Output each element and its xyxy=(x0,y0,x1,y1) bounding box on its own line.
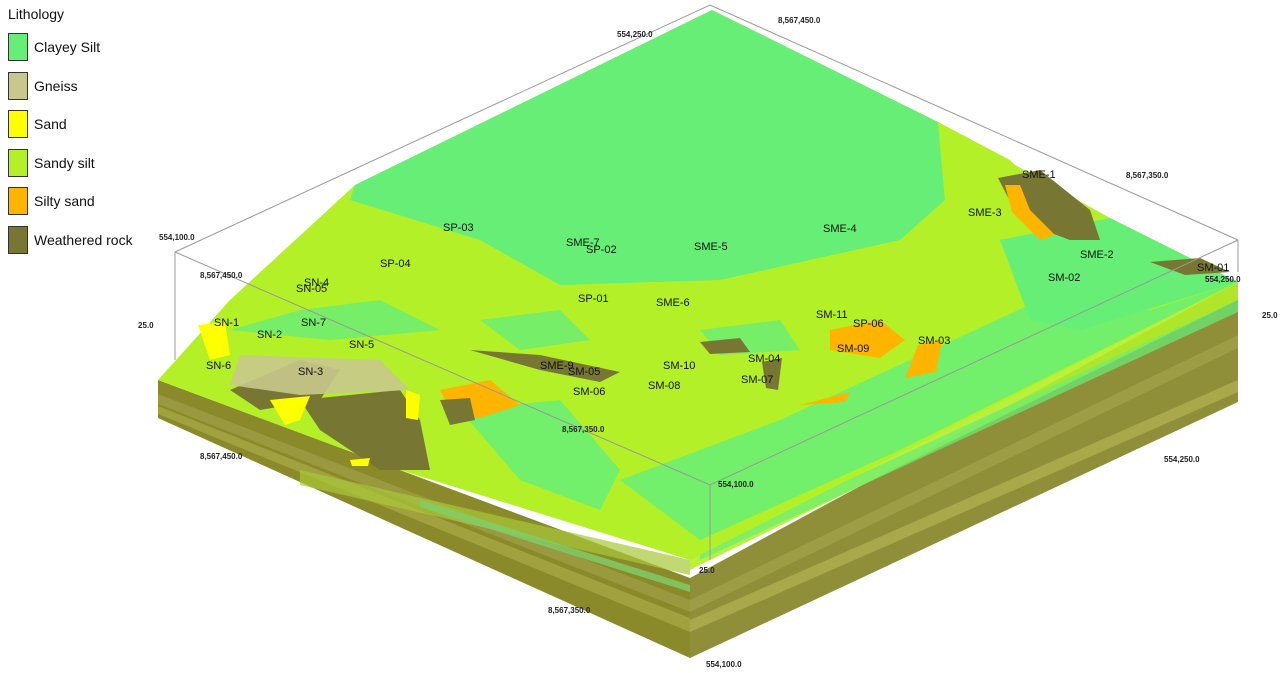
legend-item-silty-sand: Silty sand xyxy=(8,182,158,221)
legend: Lithology Clayey Silt Gneiss Sand Sandy … xyxy=(8,6,158,259)
legend-item-gneiss: Gneiss xyxy=(8,67,158,106)
axis-label: 8,567,350.0 xyxy=(548,606,591,615)
well-labels: SME-1 SME-3 SME-2 SM-01 SM-02 SME-4 SME-… xyxy=(206,169,1229,398)
well-label: SME-3 xyxy=(968,207,1002,219)
well-label: SN-4 xyxy=(304,277,329,289)
legend-item-sand: Sand xyxy=(8,105,158,144)
axis-label: 554,100.0 xyxy=(159,233,195,242)
well-label: SM-04 xyxy=(748,353,780,365)
legend-label: Weathered rock xyxy=(34,231,133,248)
axis-labels: 8,567,450.0 554,250.0 8,567,350.0 554,10… xyxy=(138,16,1278,669)
well-label: SN-5 xyxy=(349,339,374,351)
axis-label: 8,567,450.0 xyxy=(200,271,243,280)
well-label: SP-06 xyxy=(853,318,884,330)
well-label: SM-08 xyxy=(648,380,680,392)
axis-label: 554,100.0 xyxy=(706,660,742,669)
well-label: SM-02 xyxy=(1048,272,1080,284)
well-label: SP-01 xyxy=(578,293,609,305)
well-label: SM-05 xyxy=(568,366,600,378)
well-label: SME-2 xyxy=(1080,249,1114,261)
legend-swatch xyxy=(8,187,28,216)
well-label: SP-02 xyxy=(586,244,617,256)
legend-label: Silty sand xyxy=(34,193,95,210)
legend-swatch xyxy=(8,225,28,254)
axis-label: 8,567,350.0 xyxy=(562,425,605,434)
well-label: SN-6 xyxy=(206,360,231,372)
well-label: SM-11 xyxy=(816,309,848,321)
axis-label: 25.0 xyxy=(699,566,715,575)
axis-label: 554,100.0 xyxy=(718,480,754,489)
well-label: SM-10 xyxy=(663,360,695,372)
block-right-face xyxy=(690,282,1238,658)
bounding-box xyxy=(174,4,1239,560)
legend-title: Lithology xyxy=(8,6,65,22)
well-label: SP-04 xyxy=(380,258,411,270)
axis-label: 25.0 xyxy=(1262,311,1278,320)
legend-label: Gneiss xyxy=(34,77,78,94)
well-label: SN-05 xyxy=(296,283,327,295)
well-label: SME-1 xyxy=(1022,169,1056,181)
block-left-face xyxy=(158,380,690,658)
axis-label: 8,567,450.0 xyxy=(200,452,243,461)
axis-label: 554,250.0 xyxy=(1205,275,1241,284)
well-label: SME-4 xyxy=(823,223,857,235)
well-label: SME-5 xyxy=(694,241,728,253)
well-label: SM-07 xyxy=(741,374,773,386)
well-label: SME-7 xyxy=(566,237,600,249)
legend-swatch xyxy=(8,33,28,62)
block-top-surface xyxy=(158,10,1238,560)
well-label: SN-1 xyxy=(214,317,239,329)
legend-item-clayey-silt: Clayey Silt xyxy=(8,28,158,67)
axis-label: 554,250.0 xyxy=(1164,455,1200,464)
legend-label: Clayey Silt xyxy=(34,39,101,56)
legend-label: Sandy silt xyxy=(34,154,95,171)
well-label: SM-06 xyxy=(573,386,605,398)
well-label: SN-2 xyxy=(257,329,282,341)
legend-swatch xyxy=(8,110,28,139)
well-label: SM-09 xyxy=(837,343,869,355)
well-label: SME-9 xyxy=(540,360,574,372)
well-label: SN-3 xyxy=(298,366,323,378)
well-label: SME-6 xyxy=(656,297,690,309)
axis-label: 25.0 xyxy=(138,321,154,330)
legend-label: Sand xyxy=(34,116,67,133)
well-label: SN-7 xyxy=(301,317,326,329)
well-label: SP-03 xyxy=(443,222,474,234)
well-label: SM-03 xyxy=(918,335,950,347)
legend-item-sandy-silt: Sandy silt xyxy=(8,144,158,183)
axis-label: 554,250.0 xyxy=(617,30,653,39)
well-label: SM-01 xyxy=(1197,262,1229,274)
axis-label: 8,567,450.0 xyxy=(778,16,821,25)
legend-swatch xyxy=(8,148,28,177)
axis-label: 8,567,350.0 xyxy=(1126,171,1169,180)
legend-swatch xyxy=(8,71,28,100)
legend-item-weathered-rock: Weathered rock xyxy=(8,221,158,260)
